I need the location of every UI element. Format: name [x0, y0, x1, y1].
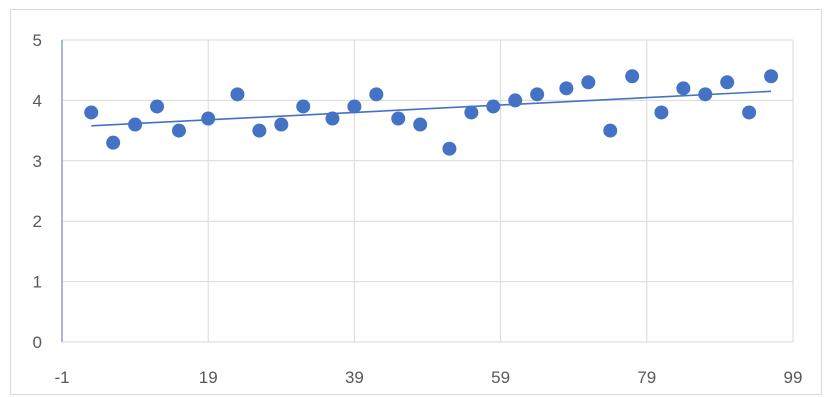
data-point-17 — [486, 99, 501, 114]
x-tick-label-4: 79 — [637, 368, 656, 387]
data-point-21 — [581, 75, 596, 90]
data-point-9 — [296, 99, 311, 114]
x-tick-label-2: 39 — [345, 368, 364, 387]
y-tick-label-5: 5 — [33, 31, 42, 50]
data-point-19 — [530, 87, 545, 102]
data-point-29 — [764, 69, 779, 84]
y-tick-label-3: 3 — [33, 152, 42, 171]
data-point-2 — [128, 117, 143, 132]
y-tick-label-2: 2 — [33, 212, 42, 231]
data-points — [84, 69, 779, 156]
data-point-12 — [369, 87, 384, 102]
x-tick-labels: -1 19 39 59 79 99 — [54, 368, 802, 387]
data-point-10 — [325, 111, 340, 126]
x-tick-label-3: 59 — [491, 368, 510, 387]
data-point-5 — [201, 111, 216, 126]
x-tick-label-5: 99 — [784, 368, 803, 387]
data-point-6 — [230, 87, 245, 102]
data-point-16 — [464, 105, 479, 120]
data-point-0 — [84, 105, 99, 120]
chart-frame — [10, 9, 822, 395]
data-point-11 — [347, 99, 362, 114]
data-point-23 — [625, 69, 640, 84]
data-point-8 — [274, 117, 289, 132]
trendline — [91, 90, 772, 127]
data-point-1 — [106, 135, 121, 150]
gridlines — [62, 39, 794, 343]
data-point-27 — [720, 75, 735, 90]
data-point-22 — [603, 123, 618, 138]
y-tick-label-4: 4 — [33, 91, 42, 110]
x-tick-label-1: 19 — [199, 368, 218, 387]
data-point-20 — [559, 81, 574, 96]
x-tick-label-0: -1 — [54, 368, 69, 387]
y-tick-labels: 0 1 2 3 4 5 — [33, 31, 42, 352]
y-tick-label-1: 1 — [33, 273, 42, 292]
data-point-15 — [442, 141, 457, 156]
data-point-25 — [676, 81, 691, 96]
data-point-7 — [252, 123, 267, 138]
data-point-28 — [742, 105, 757, 120]
y-tick-label-0: 0 — [33, 333, 42, 352]
data-point-4 — [171, 123, 186, 138]
data-point-13 — [391, 111, 406, 126]
data-point-14 — [413, 117, 428, 132]
data-point-18 — [508, 93, 523, 108]
data-point-24 — [654, 105, 669, 120]
data-point-3 — [150, 99, 165, 114]
trendline-group — [91, 90, 772, 127]
data-point-26 — [698, 87, 713, 102]
